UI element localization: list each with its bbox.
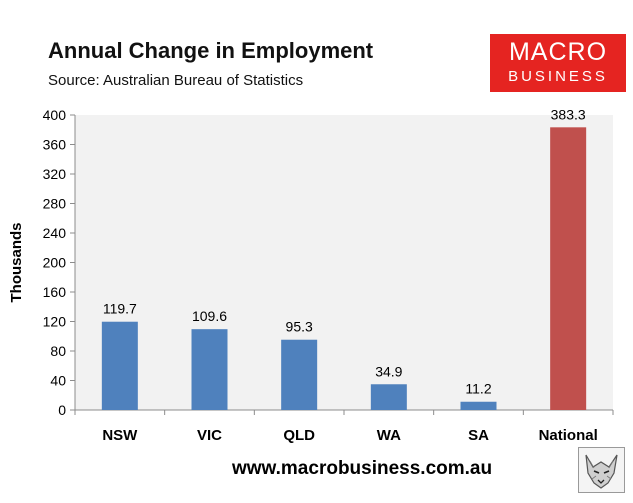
y-tick-label: 240 (43, 225, 67, 241)
bar-sa (460, 401, 497, 410)
y-tick-label: 40 (50, 373, 66, 389)
y-tick-label: 120 (43, 314, 67, 330)
macrobusiness-logo: MACRO BUSINESS (490, 34, 626, 92)
logo-line-1: MACRO (508, 38, 608, 66)
y-axis-title: Thousands (8, 222, 25, 302)
bar-nsw (101, 321, 138, 410)
plot-area (75, 115, 613, 410)
bar-national (550, 127, 587, 410)
chart-title: Annual Change in Employment (48, 38, 374, 63)
data-label: 383.3 (551, 106, 586, 122)
bar-vic (191, 329, 228, 410)
data-label: 119.7 (103, 301, 137, 317)
wolf-icon (578, 447, 625, 493)
y-tick-label: 400 (43, 107, 67, 123)
bar-wa (370, 384, 407, 410)
x-category-label: NSW (102, 427, 138, 444)
x-category-label: SA (468, 427, 489, 444)
y-tick-label: 280 (43, 196, 67, 212)
data-label: 11.2 (465, 381, 491, 397)
x-category-label: National (539, 427, 598, 444)
x-category-label: QLD (283, 427, 315, 444)
x-category-label: VIC (197, 427, 222, 444)
bar-qld (281, 339, 318, 410)
x-category-label: WA (377, 427, 401, 444)
logo-line-2: BUSINESS (508, 68, 608, 85)
y-tick-label: 360 (43, 137, 67, 153)
y-tick-label: 160 (43, 284, 67, 300)
y-tick-label: 0 (58, 402, 66, 418)
website-url: www.macrobusiness.com.au (232, 458, 493, 479)
y-tick-label: 320 (43, 166, 67, 182)
data-label: 34.9 (375, 363, 402, 379)
data-label: 109.6 (192, 308, 227, 324)
data-label: 95.3 (286, 319, 313, 335)
y-tick-label: 80 (50, 343, 66, 359)
chart-source: Source: Australian Bureau of Statistics (48, 72, 304, 89)
y-tick-label: 200 (43, 255, 67, 271)
